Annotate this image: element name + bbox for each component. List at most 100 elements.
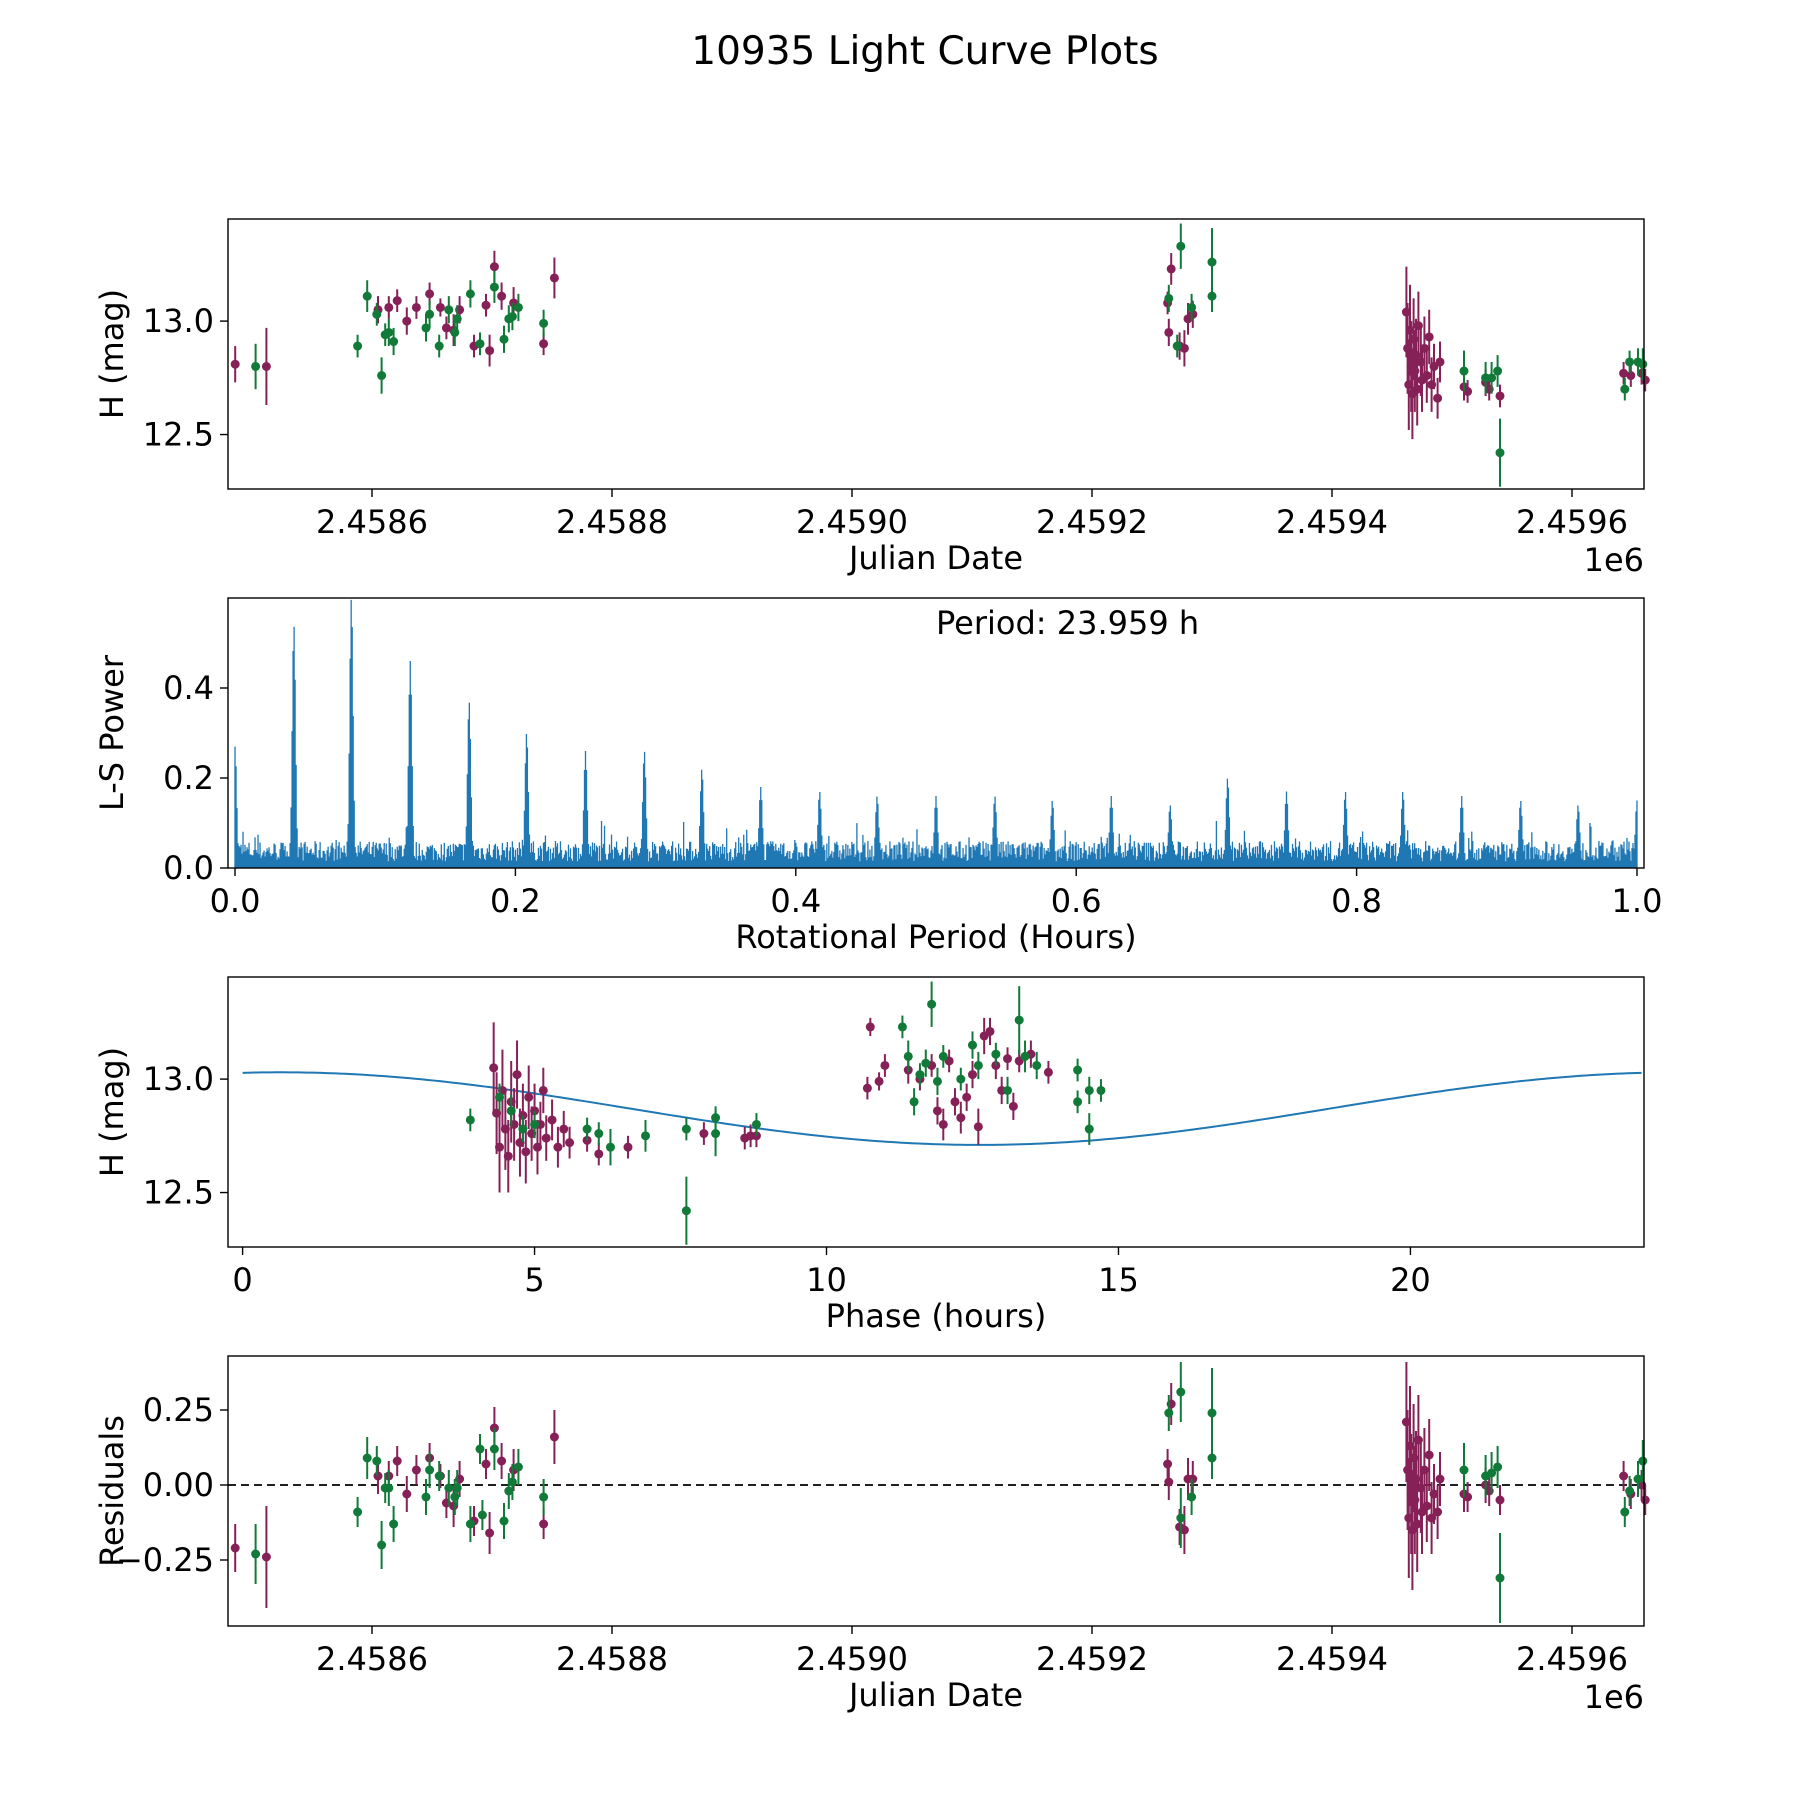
plot-frame	[227, 976, 1645, 1248]
x-tick-label: 10	[806, 1261, 847, 1299]
data-point	[1493, 366, 1503, 376]
data-point	[1435, 1474, 1445, 1484]
data-point	[897, 1022, 907, 1032]
data-point	[1164, 1477, 1174, 1487]
data-point	[1640, 1495, 1650, 1505]
phased-light-curve-panel: 0 5 10 15 20 12.5 13.0 Phase (hours) H (mag)	[93, 976, 1645, 1335]
data-point	[1164, 293, 1174, 303]
series-green-band	[251, 223, 1648, 487]
data-point	[353, 341, 363, 351]
light-curve-panel: 2.4586 2.4588 2.4590 2.4592 2.4594 2.4596 12.5…	[93, 218, 1650, 579]
data-point	[956, 1113, 966, 1123]
data-point	[1495, 448, 1505, 458]
series-maroon-band	[489, 1017, 1053, 1193]
data-point	[1433, 393, 1443, 403]
data-point	[530, 1119, 540, 1129]
data-point	[1619, 368, 1629, 378]
data-point	[1163, 1459, 1173, 1469]
data-point	[1487, 1468, 1497, 1478]
data-point	[513, 302, 523, 312]
x-tick-label: 2.4588	[556, 503, 668, 541]
x-tick-label: 2.4586	[316, 503, 428, 541]
y-tick-label: 13.0	[143, 302, 214, 340]
model-fit-line	[242, 1071, 1642, 1146]
y-axis-label: H (mag)	[93, 289, 131, 419]
data-point	[1401, 1417, 1411, 1427]
data-point	[475, 1444, 485, 1454]
data-point	[932, 1076, 942, 1086]
x-offset-label: 1e6	[1584, 541, 1644, 579]
data-point	[711, 1129, 721, 1139]
data-point	[1463, 1492, 1473, 1502]
data-point	[1416, 357, 1426, 367]
data-point	[547, 1115, 557, 1125]
y-tick-label: 0.0	[163, 849, 214, 887]
data-point	[1014, 1015, 1024, 1025]
data-point	[1620, 1507, 1630, 1517]
data-point	[499, 334, 509, 344]
data-point	[1187, 302, 1197, 312]
x-tick-label: 2.4586	[316, 1640, 428, 1678]
data-point	[594, 1129, 604, 1139]
data-point	[372, 309, 382, 319]
data-point	[1495, 1495, 1505, 1505]
y-tick-label: 13.0	[143, 1060, 214, 1098]
data-point	[985, 1026, 995, 1036]
data-point	[1433, 1507, 1443, 1517]
data-point	[434, 341, 444, 351]
data-point	[623, 1142, 633, 1152]
x-axis-label: Phase (hours)	[826, 1297, 1047, 1335]
residuals-panel: 2.4586 2.4588 2.4590 2.4592 2.4594 2.4596 0.25…	[93, 1355, 1650, 1716]
data-point	[1084, 1124, 1094, 1134]
data-point	[1003, 1085, 1013, 1095]
data-point	[497, 291, 507, 301]
y-tick-label: 12.5	[143, 416, 214, 454]
data-point	[524, 1092, 534, 1102]
data-point	[565, 1138, 575, 1148]
data-point	[973, 1122, 983, 1132]
x-tick-label: 2.4596	[1516, 1640, 1628, 1678]
data-point	[377, 371, 387, 381]
data-point	[539, 1492, 549, 1502]
data-point	[950, 1097, 960, 1107]
data-point	[1463, 386, 1473, 396]
data-point	[865, 1022, 875, 1032]
data-point	[1638, 359, 1648, 369]
data-point	[411, 302, 421, 312]
data-point	[1073, 1065, 1083, 1075]
data-point	[513, 1462, 523, 1472]
data-point	[362, 291, 372, 301]
data-point	[549, 273, 559, 283]
plot-frame	[227, 597, 1645, 869]
data-point	[1412, 1519, 1422, 1529]
data-point	[903, 1051, 913, 1061]
data-point	[932, 1106, 942, 1116]
x-tick-label: 2.4594	[1276, 503, 1388, 541]
data-point	[1172, 341, 1182, 351]
data-point	[927, 999, 937, 1009]
x-tick-label: 5	[524, 1261, 544, 1299]
data-point	[1424, 1450, 1434, 1460]
data-point	[1493, 1462, 1503, 1472]
x-tick-label: 0.6	[1051, 882, 1102, 920]
data-point	[465, 289, 475, 299]
data-point	[1032, 1060, 1042, 1070]
series-maroon-band	[230, 250, 1650, 440]
data-point	[1625, 1486, 1635, 1496]
data-point	[1620, 384, 1630, 394]
periodogram-panel: Period: 23.959 h 0.0 0.2 0.4 0.6 0.8 1.0 0.0 0.2…	[93, 597, 1663, 956]
x-tick-label: 1.0	[1612, 882, 1663, 920]
data-point	[1003, 1054, 1013, 1064]
data-point	[1084, 1085, 1094, 1095]
data-point	[362, 1453, 372, 1463]
data-point	[421, 323, 431, 333]
data-point	[481, 1459, 491, 1469]
data-point	[251, 1549, 261, 1559]
data-point	[261, 361, 271, 371]
data-point	[392, 296, 402, 306]
data-point	[1176, 1513, 1186, 1523]
data-point	[594, 1149, 604, 1159]
data-point	[353, 1507, 363, 1517]
data-point	[518, 1124, 528, 1134]
data-point	[681, 1124, 691, 1134]
